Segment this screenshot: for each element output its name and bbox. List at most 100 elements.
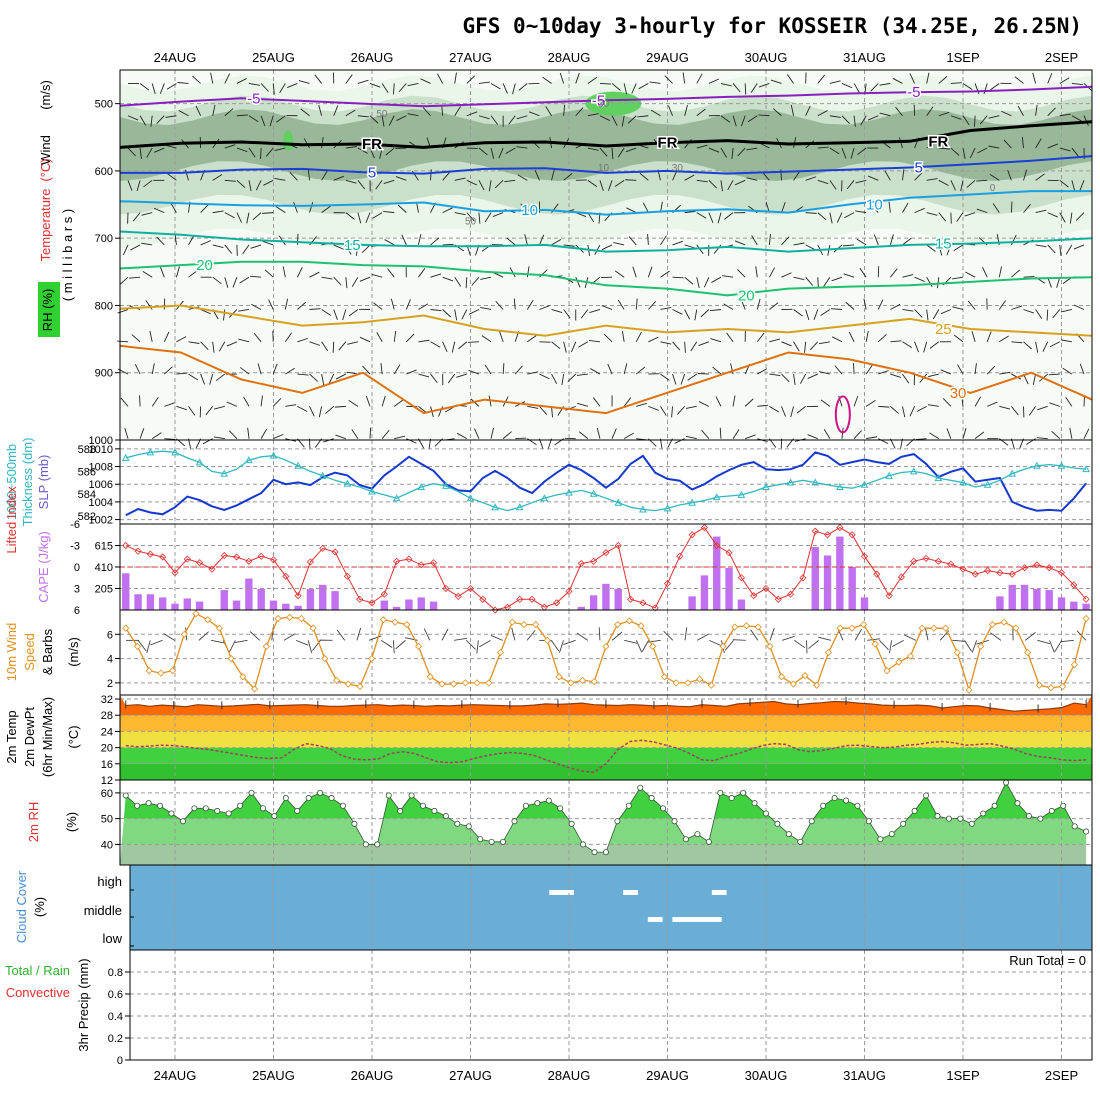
dewpoint-line: [125, 739, 1087, 774]
rh2m-units-label: (%): [64, 812, 79, 832]
precip-tick-label: 0.4: [108, 1011, 123, 1023]
li-marker: [245, 557, 253, 565]
rh-marker: [465, 823, 472, 830]
wind-barb: [513, 298, 516, 310]
wind-barb: [359, 276, 371, 282]
wind-barb: [333, 309, 338, 320]
wind-barb: [1059, 113, 1071, 117]
rh-marker: [980, 810, 987, 817]
cloud-units-label: (%): [32, 897, 47, 917]
rh-contour-label: 10: [598, 163, 610, 174]
wind-barb: [539, 373, 550, 380]
wind-barb: [297, 337, 309, 343]
wind-barb: [938, 212, 947, 222]
cape-bar: [700, 575, 709, 610]
li-marker: [836, 524, 844, 532]
rh-marker: [614, 818, 621, 825]
cloud-cover-panel: high middle low Cloud Cover (%): [14, 864, 1093, 951]
rh-marker: [580, 841, 587, 848]
wind-barb: [914, 172, 923, 181]
rh-marker: [945, 815, 952, 822]
wind-barb: [282, 266, 286, 278]
li-marker: [146, 550, 154, 558]
cape-tick-label: 615: [95, 541, 113, 553]
li-marker: [220, 551, 228, 560]
wind-barb: [853, 430, 862, 439]
wind-barb: [1011, 341, 1023, 344]
wind-barb: [1023, 275, 1035, 278]
wind-barb: [539, 406, 548, 415]
rh-contour-label: 30: [672, 163, 684, 174]
thickness-marker: [565, 488, 573, 496]
li-marker: [1082, 595, 1090, 603]
wind-barb: [142, 270, 153, 278]
wind-barb: [926, 244, 936, 252]
rh-band-high: [283, 130, 294, 151]
wind-barb: [672, 309, 683, 315]
rh-marker: [1083, 828, 1090, 835]
wind-barb: [962, 427, 967, 439]
wind-barb: [756, 332, 765, 343]
rh-legend-swatch: [38, 282, 60, 337]
rh-tick-label: 60: [101, 788, 113, 800]
wind-barb: [1046, 309, 1049, 321]
wind-barb: [926, 72, 930, 84]
rh-contour-label: 50: [376, 109, 388, 120]
wind-barb: [769, 373, 781, 377]
wind-barb: [141, 242, 153, 246]
wind-barb: [293, 202, 298, 213]
wind-barb: [309, 341, 321, 346]
wind-barb: [248, 147, 256, 158]
cape-bar: [823, 555, 832, 610]
wind-barb: [932, 309, 940, 320]
wind-barb: [700, 309, 710, 318]
wind-barb: [228, 430, 238, 439]
wind-barb: [551, 373, 558, 384]
wind-barb: [246, 212, 250, 224]
wind-barb: [641, 640, 649, 652]
precip-axis-label: 3hr Precip (mm): [76, 958, 91, 1051]
cape-axis-label: CAPE (J/kg): [36, 531, 51, 603]
wind-barb: [608, 180, 613, 191]
wind-barb: [229, 640, 236, 653]
cape-bar: [1008, 584, 1016, 610]
wind-barb: [926, 276, 933, 287]
rh-axis-label: RH (%): [40, 289, 55, 332]
wind-barb: [577, 402, 588, 407]
slp-line: [125, 451, 1087, 517]
date-label-top: 29AUG: [646, 50, 689, 65]
wind-barb: [1047, 107, 1056, 117]
isotherm-35-ring: [834, 395, 851, 434]
wind-barb: [956, 212, 964, 222]
wind-barb: [395, 640, 406, 650]
wind-barb: [297, 405, 308, 412]
wind-barb: [442, 207, 453, 214]
wind-barb: [596, 427, 601, 439]
cloud-patch: [672, 917, 722, 922]
wind-barb: [542, 76, 552, 84]
wind-barb: [383, 211, 395, 214]
cape-bar: [122, 573, 130, 610]
wind-barb: [1059, 147, 1071, 152]
date-label-top: 30AUG: [745, 50, 788, 65]
wind-barb: [262, 240, 274, 246]
rh-marker: [374, 841, 381, 848]
cape-bar: [306, 589, 315, 610]
thickness-marker: [712, 493, 721, 501]
wind-barb: [926, 141, 937, 149]
wind-barb: [879, 83, 891, 86]
rh-marker: [362, 841, 369, 848]
wind-barb: [817, 146, 829, 149]
wind-barb: [376, 331, 383, 342]
wind-barb: [243, 396, 250, 407]
wind-tick-label: 6: [107, 629, 113, 641]
wind-barb: [926, 106, 934, 117]
wind-barb: [611, 83, 621, 91]
isotherm-line: [119, 230, 1093, 253]
wind-barb: [684, 105, 688, 116]
wind-barb: [478, 147, 488, 156]
wind-barb: [490, 634, 503, 641]
li-marker: [1057, 569, 1066, 577]
thickness-marker: [245, 456, 253, 464]
wind-barb: [1003, 139, 1012, 149]
